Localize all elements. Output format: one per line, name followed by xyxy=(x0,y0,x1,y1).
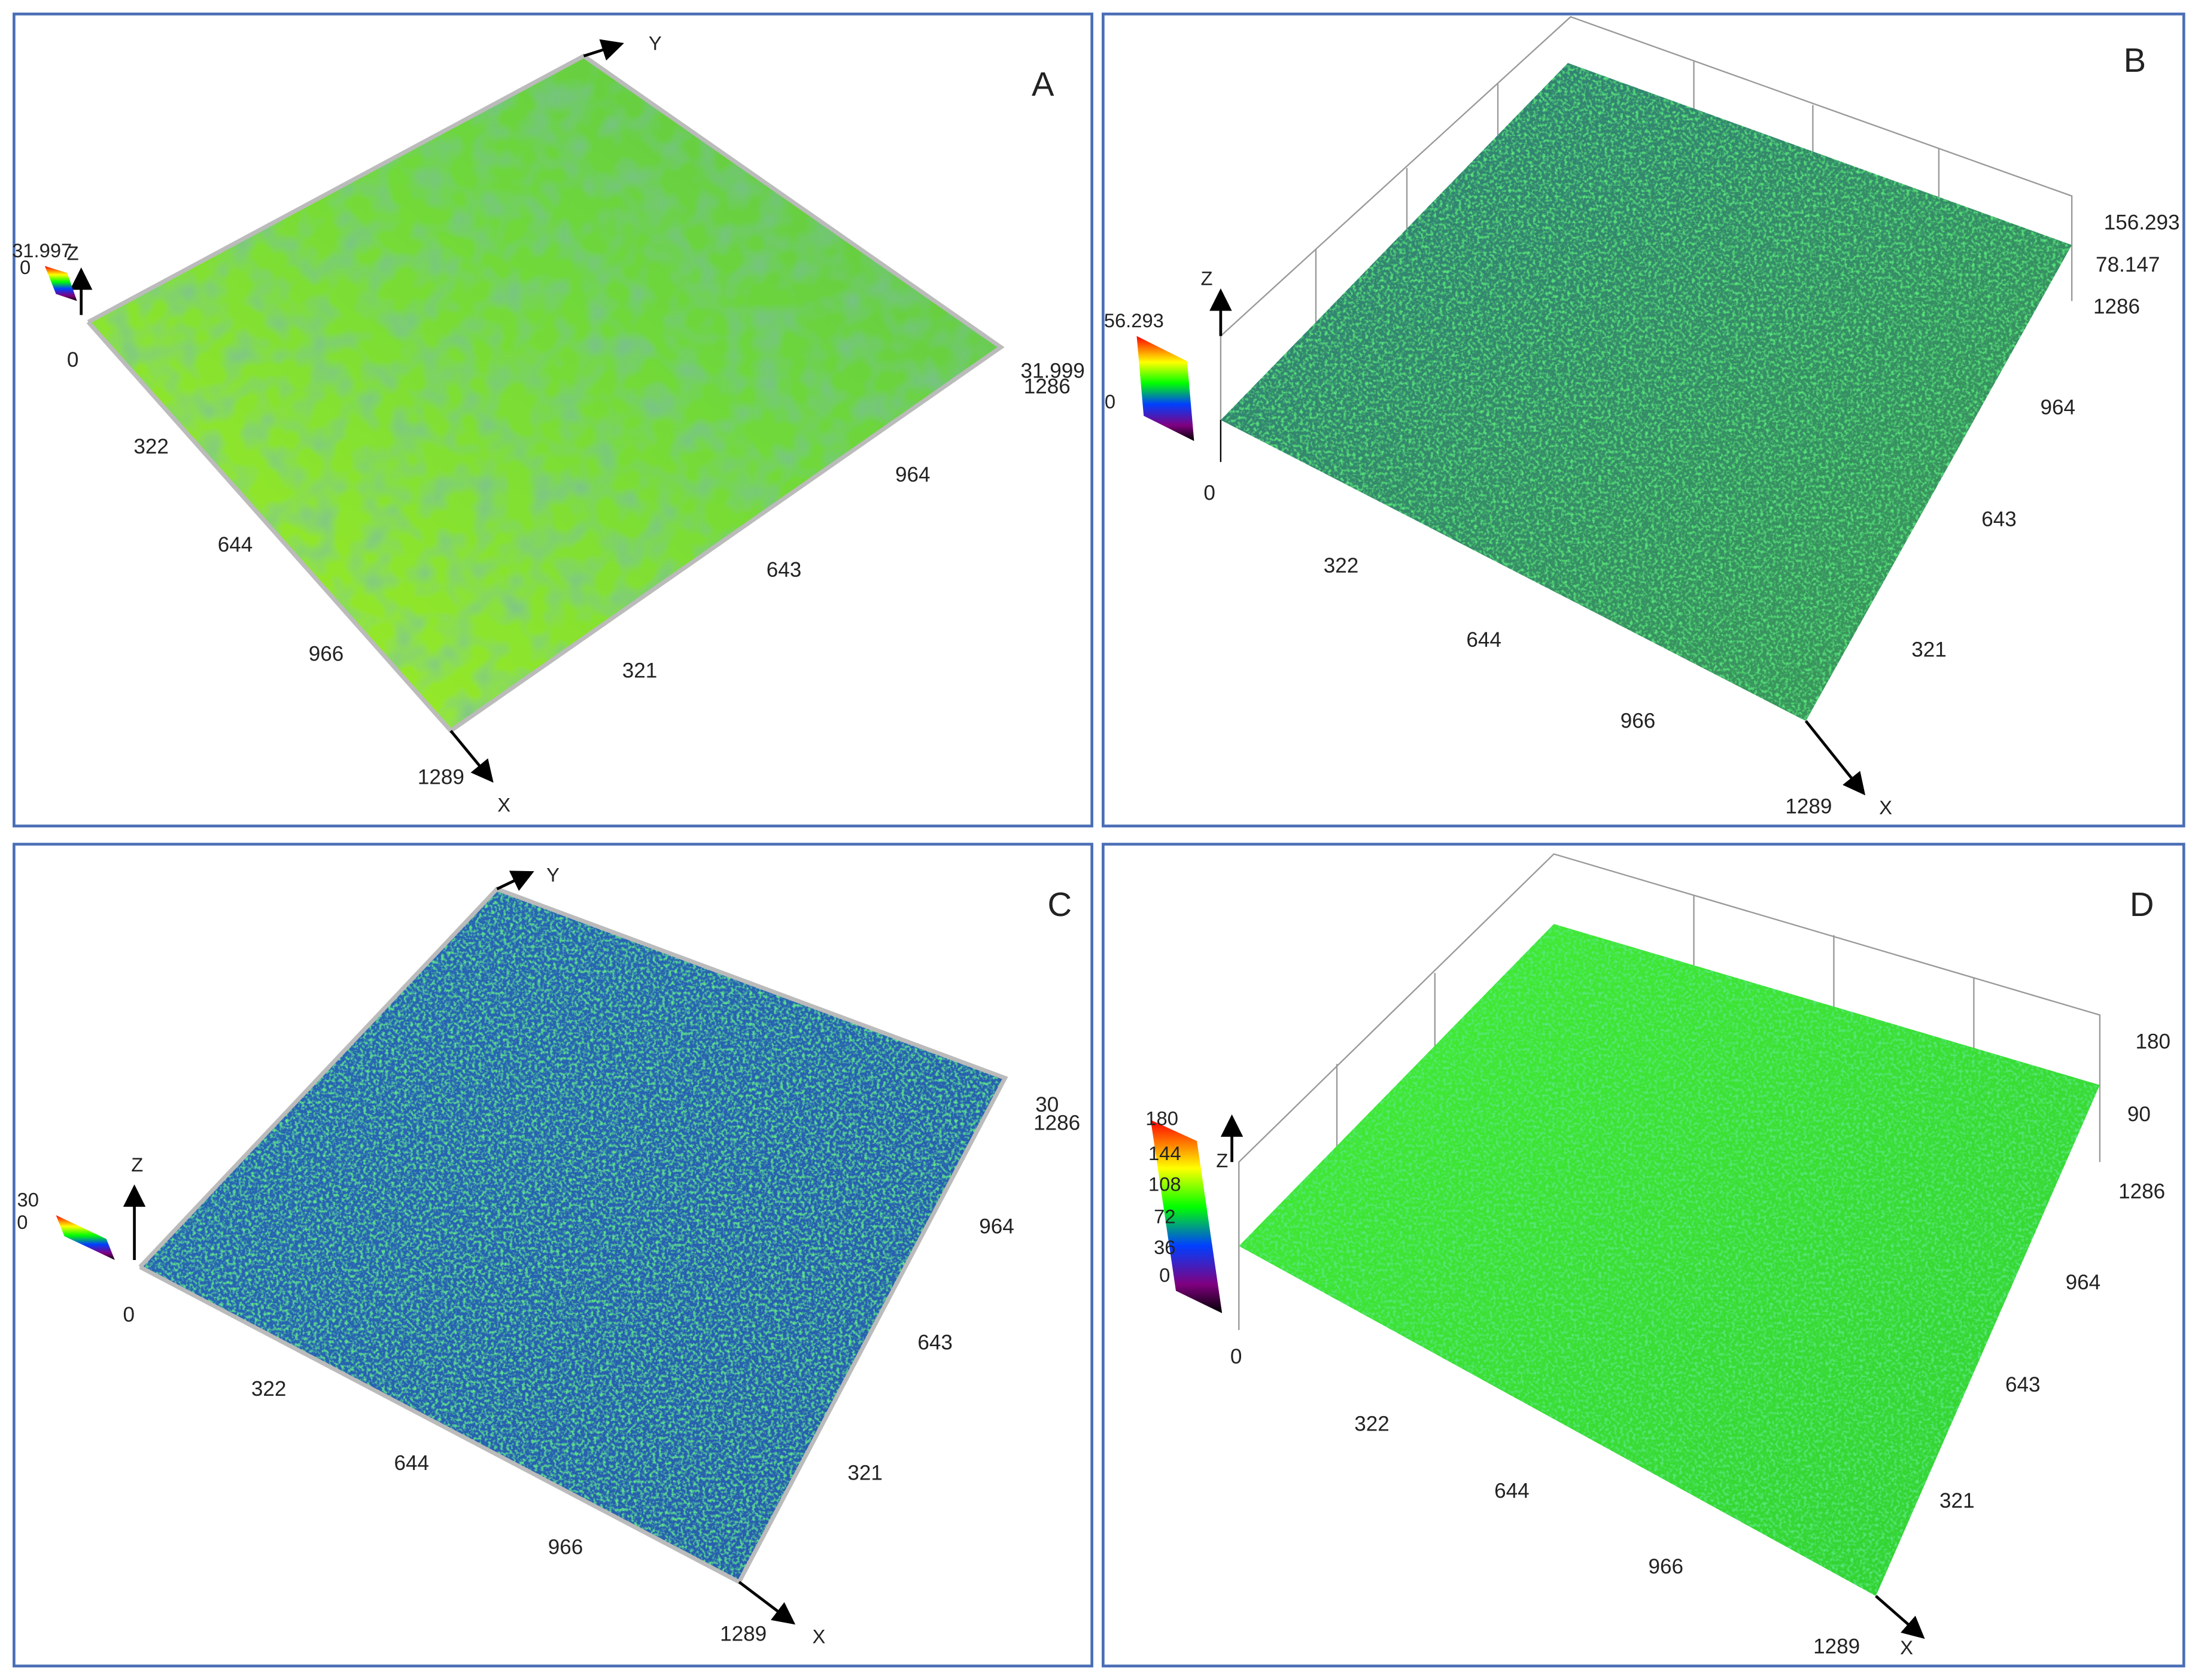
axis-label: Z xyxy=(1216,1149,1228,1171)
x-tick-label: 966 xyxy=(1648,1555,1683,1578)
colorbar-label: 108 xyxy=(1148,1173,1181,1195)
z-tick-label: 180 xyxy=(2136,1030,2171,1054)
y-tick-label: 321 xyxy=(1939,1489,1975,1512)
colorbar-label: 180 xyxy=(1145,1107,1178,1130)
axis-label: Z xyxy=(67,242,79,264)
x-tick-label: 1289 xyxy=(1785,795,1832,818)
y-tick-label: 1286 xyxy=(2093,295,2140,318)
x-tick-label: 0 xyxy=(1203,481,1215,504)
y-tick-label: 964 xyxy=(979,1215,1014,1238)
panel-label: C xyxy=(1048,885,1072,923)
colorbar-label: 0 xyxy=(20,256,31,278)
x-tick-label: 322 xyxy=(1324,554,1359,577)
surface-c xyxy=(56,871,1008,1625)
panel-frames xyxy=(13,13,2185,1667)
z-tick-label: 31.999 xyxy=(1021,360,1085,383)
y-tick-label: 643 xyxy=(917,1331,953,1355)
panel-label: D xyxy=(2130,885,2154,923)
z-tick-label: 156.293 xyxy=(2104,211,2180,235)
colorbar-label: 72 xyxy=(1154,1205,1175,1227)
y-tick-label: 964 xyxy=(2066,1271,2101,1294)
y-tick-label: 321 xyxy=(847,1461,883,1484)
axis-label: X xyxy=(813,1625,826,1647)
x-tick-label: 0 xyxy=(67,348,79,372)
y-tick-label: 321 xyxy=(1911,638,1947,661)
colorbar-label: 0 xyxy=(17,1211,28,1233)
x-tick-label: 644 xyxy=(1494,1480,1530,1503)
y-tick-label: 1286 xyxy=(2118,1180,2165,1203)
panel-label: A xyxy=(1032,65,1054,103)
z-tick-label: 30 xyxy=(1035,1093,1059,1116)
colorbar-label: 30 xyxy=(17,1188,39,1210)
y-tick-label: 964 xyxy=(895,463,931,486)
x-tick-label: 1289 xyxy=(418,765,464,789)
axis-label: Y xyxy=(546,863,560,885)
z-tick-label: 78.147 xyxy=(2096,253,2160,276)
axis-label: X xyxy=(1879,796,1892,818)
x-tick-label: 322 xyxy=(251,1377,287,1401)
y-tick-label: 643 xyxy=(767,558,802,582)
panel-label: B xyxy=(2124,41,2146,79)
colorbar-label: 36 xyxy=(1154,1236,1175,1258)
x-tick-label: 644 xyxy=(1466,628,1501,652)
colorbar-label: 31.997 xyxy=(12,239,72,261)
surface-a xyxy=(44,39,1005,783)
z-tick-label: 90 xyxy=(2127,1103,2151,1126)
x-tick-label: 966 xyxy=(1621,710,1656,733)
y-tick-label: 1286 xyxy=(1033,1111,1080,1134)
x-tick-label: 322 xyxy=(133,435,169,458)
surface-d xyxy=(1150,853,2101,1639)
x-tick-label: 966 xyxy=(309,642,344,665)
y-tick-label: 643 xyxy=(1981,508,2017,531)
x-tick-label: 322 xyxy=(1354,1412,1390,1435)
axis-label: Z xyxy=(131,1154,143,1176)
colorbar-label: 144 xyxy=(1148,1142,1181,1164)
y-tick-label: 964 xyxy=(2040,396,2075,419)
x-tick-label: 0 xyxy=(123,1303,135,1326)
colorbar-label: 56.293 xyxy=(1104,309,1164,331)
y-tick-label: 643 xyxy=(2005,1373,2041,1396)
surface-b xyxy=(1136,16,2073,796)
x-tick-label: 644 xyxy=(394,1451,429,1475)
colorbar-label: 0 xyxy=(1159,1264,1170,1286)
x-tick-label: 1289 xyxy=(720,1622,767,1645)
colorbar-label: 0 xyxy=(1105,391,1115,413)
y-tick-label: 321 xyxy=(622,659,658,682)
axis-label: Z xyxy=(1200,267,1212,290)
axis-label: X xyxy=(497,793,510,815)
x-tick-label: 644 xyxy=(218,533,253,556)
x-tick-label: 0 xyxy=(1230,1345,1242,1368)
labels: AXYZ03226449661289321643964128631.99931.… xyxy=(12,32,2179,1659)
x-tick-label: 966 xyxy=(548,1535,583,1559)
axis-label: Y xyxy=(649,32,662,54)
x-tick-label: 1289 xyxy=(1813,1635,1860,1658)
axis-label: X xyxy=(1900,1636,1913,1658)
y-tick-label: 1286 xyxy=(1024,375,1071,398)
